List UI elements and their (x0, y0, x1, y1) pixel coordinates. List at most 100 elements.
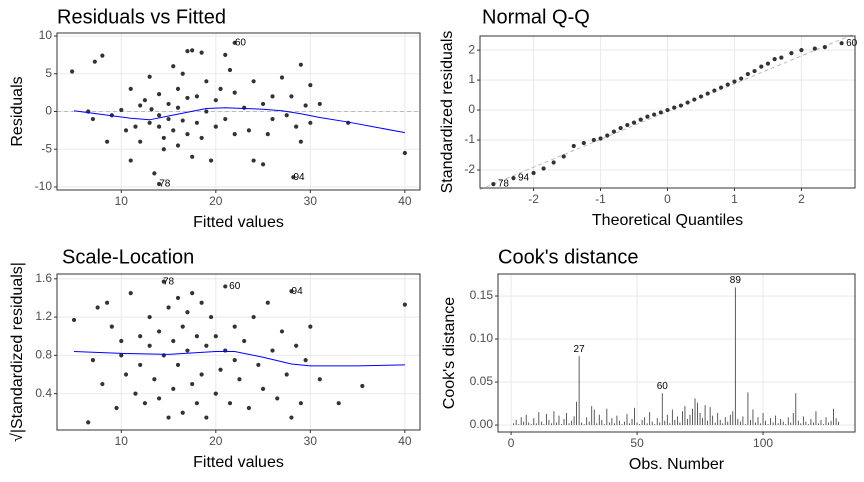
point (213, 334, 218, 339)
x-tick-label: 2 (798, 192, 805, 206)
point (260, 386, 266, 391)
point (147, 343, 152, 348)
point (289, 289, 294, 294)
point (227, 67, 233, 73)
point (90, 116, 96, 122)
point (180, 410, 185, 415)
point-label: 94 (292, 286, 304, 297)
point (161, 147, 166, 152)
point (147, 74, 152, 79)
point (581, 140, 586, 146)
chart-title: Normal Q-Q (482, 6, 590, 28)
point (260, 162, 266, 167)
x-tick-label: -1 (595, 192, 606, 206)
point (242, 338, 247, 344)
point (289, 415, 294, 420)
x-tick-label: -2 (528, 192, 539, 206)
point (194, 94, 200, 99)
y-axis-title: √|Standardized residuals| (9, 262, 26, 442)
y-tick-label: 0.8 (35, 348, 52, 362)
point (119, 338, 124, 344)
point (265, 132, 270, 137)
point (360, 383, 365, 389)
y-tick-label: 0.10 (470, 331, 494, 345)
point-label: 94 (518, 173, 530, 184)
point-label: 60 (846, 38, 858, 49)
point (317, 377, 322, 382)
point (251, 314, 256, 320)
point (185, 132, 190, 137)
point (86, 420, 91, 425)
point (199, 372, 204, 377)
point (698, 94, 704, 99)
x-axis-title: Fitted values (193, 454, 284, 471)
point (156, 92, 162, 97)
point (166, 101, 171, 107)
point (279, 75, 285, 80)
point (611, 129, 617, 134)
x-tick-label: 50 (630, 436, 644, 450)
point (171, 386, 176, 391)
point-label: 78 (498, 179, 510, 190)
point (665, 107, 670, 113)
point (712, 88, 717, 93)
point (246, 405, 251, 411)
point (298, 62, 303, 67)
point (109, 324, 114, 329)
point (156, 113, 162, 118)
x-tick-label: 10 (115, 194, 129, 208)
point (591, 137, 596, 143)
point (284, 372, 289, 377)
point (149, 107, 154, 112)
point (213, 124, 218, 129)
point (672, 105, 677, 110)
point-label: 60 (229, 281, 241, 292)
point (166, 305, 171, 310)
point (152, 171, 157, 176)
point (100, 53, 105, 58)
point (171, 128, 176, 133)
point (839, 41, 844, 46)
plot-border (497, 273, 856, 433)
point (185, 95, 190, 101)
point (90, 358, 96, 363)
point (260, 101, 266, 107)
point (237, 377, 242, 382)
point (491, 182, 496, 187)
x-axis-title: Fitted values (193, 214, 284, 231)
point (105, 300, 110, 305)
point (246, 128, 251, 133)
point (531, 170, 536, 176)
point (142, 98, 148, 103)
point-label: 89 (730, 275, 742, 286)
point (284, 113, 289, 118)
x-tick-label: 10 (115, 434, 129, 448)
point (166, 116, 171, 122)
plot-border (479, 35, 856, 189)
chart-title: Residuals vs Fitted (57, 6, 226, 28)
point (308, 82, 313, 88)
point-label: 94 (293, 172, 305, 183)
point-label: 78 (163, 276, 175, 287)
point (175, 105, 181, 110)
point (638, 117, 643, 122)
point (652, 112, 657, 117)
point (232, 358, 237, 363)
point (180, 324, 185, 329)
point (190, 381, 195, 387)
point (208, 158, 214, 163)
point (175, 295, 181, 301)
point-label: 60 (657, 381, 669, 392)
point (317, 101, 322, 107)
point (618, 125, 623, 131)
y-axis-title: Standardized residuals (439, 31, 456, 194)
point (190, 154, 195, 159)
point (138, 334, 143, 339)
chart-title: Cook's distance (498, 246, 639, 268)
point (275, 396, 280, 401)
point (175, 362, 181, 368)
point (114, 405, 119, 411)
point (752, 68, 757, 74)
point (180, 71, 185, 76)
